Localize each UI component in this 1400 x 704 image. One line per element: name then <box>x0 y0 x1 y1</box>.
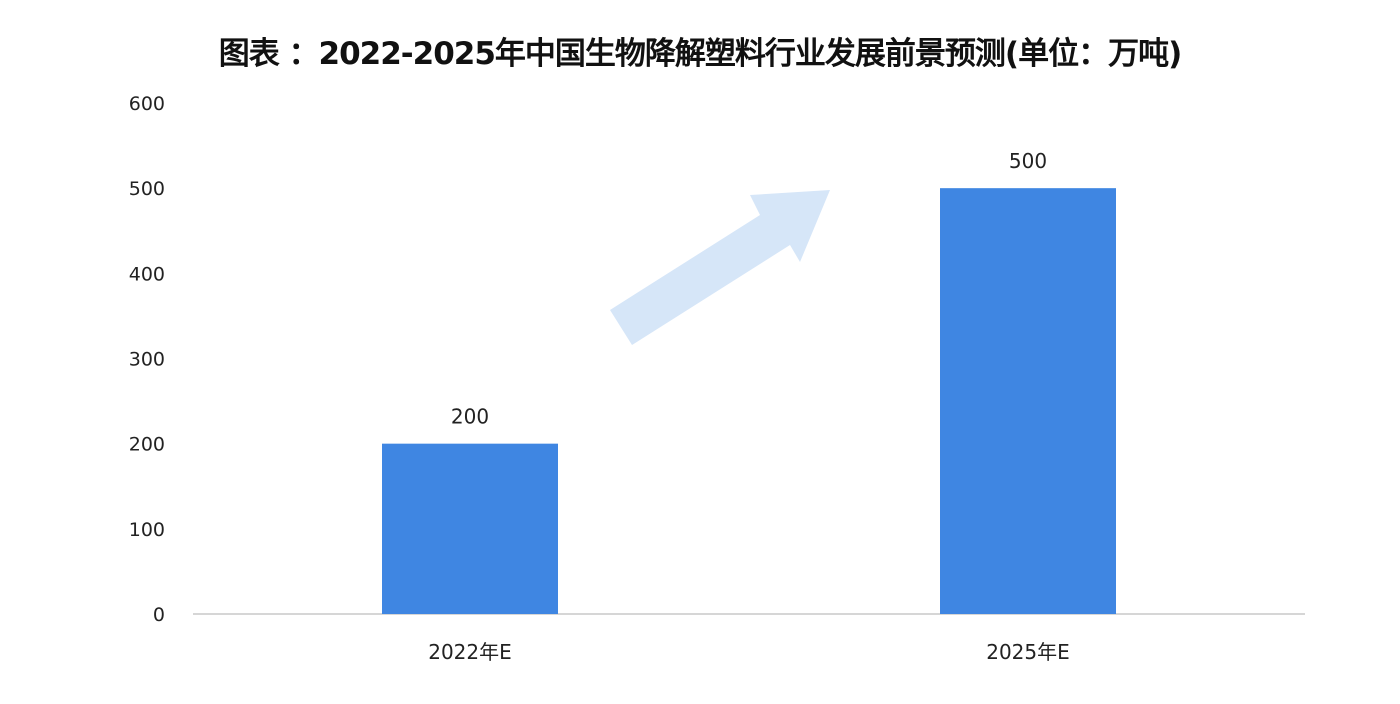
data-label: 200 <box>451 405 489 429</box>
x-tick-label: 2022年E <box>428 640 512 664</box>
y-tick-label: 400 <box>129 263 165 285</box>
y-tick-label: 300 <box>129 349 165 371</box>
bars: 200 2022年E 500 2025年E <box>382 149 1116 664</box>
y-tick-label: 600 <box>129 93 165 115</box>
chart-title: 图表 ：2022-2025年中国生物降解塑料行业发展前景预测(单位：万吨) <box>218 36 1183 72</box>
y-tick-label: 500 <box>129 178 165 200</box>
y-axis: 0 100 200 300 400 500 600 <box>129 93 165 626</box>
data-label: 500 <box>1009 149 1047 173</box>
trend-arrow-icon <box>610 190 830 345</box>
bar <box>940 188 1116 614</box>
y-tick-label: 0 <box>153 604 165 626</box>
y-tick-label: 100 <box>129 519 165 541</box>
bar <box>382 443 558 614</box>
y-tick-label: 200 <box>129 434 165 456</box>
x-tick-label: 2025年E <box>986 640 1070 664</box>
